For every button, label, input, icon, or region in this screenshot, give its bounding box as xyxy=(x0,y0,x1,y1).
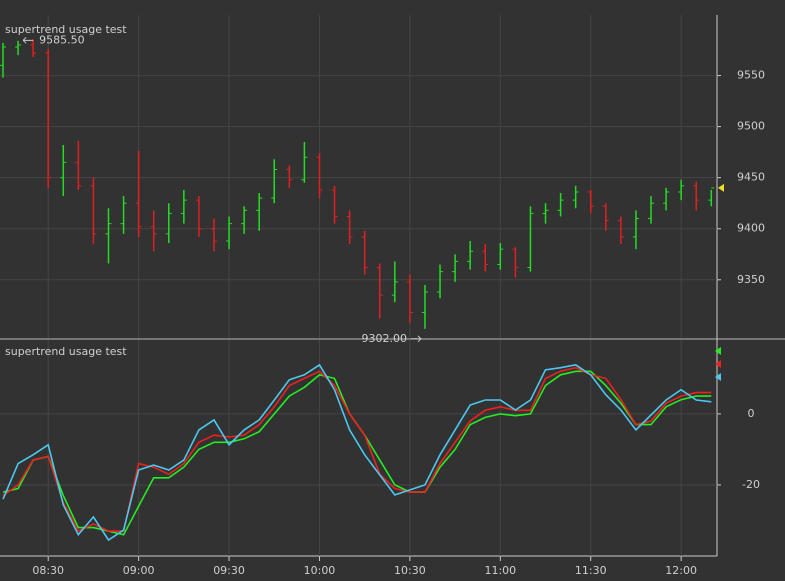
y-tick-label: 9550 xyxy=(737,69,765,82)
annotation-label: 9302.00 xyxy=(361,332,407,345)
x-tick-label: 11:00 xyxy=(484,564,516,577)
y-tick-label: 9350 xyxy=(737,273,765,286)
annotation-arrow xyxy=(410,335,423,343)
x-tick-label: 11:30 xyxy=(575,564,607,577)
annotation-label: 9585.50 xyxy=(39,33,85,46)
y-tick-label: 9400 xyxy=(737,222,765,235)
mark-layer xyxy=(0,39,715,542)
grid-layer xyxy=(0,15,717,556)
x-tick-label: 08:30 xyxy=(32,564,64,577)
x-tick-label: 09:00 xyxy=(123,564,155,577)
annotation-arrow xyxy=(22,36,34,44)
series-marker xyxy=(715,373,721,381)
x-tick-label: 12:00 xyxy=(665,564,697,577)
y-tick-label: 9500 xyxy=(737,120,765,133)
pane-title: supertrend usage test xyxy=(5,345,127,358)
last-price-marker xyxy=(718,183,724,192)
pane-title: supertrend usage test xyxy=(5,23,127,36)
x-tick-label: 09:30 xyxy=(213,564,245,577)
y-tick-label: 9450 xyxy=(737,171,765,184)
x-tick-label: 10:00 xyxy=(304,564,336,577)
series-marker xyxy=(715,347,721,355)
x-tick-label: 10:30 xyxy=(394,564,426,577)
y-tick-label: 0 xyxy=(748,407,755,420)
y-tick-label: -20 xyxy=(742,478,760,491)
series-marker xyxy=(715,360,721,368)
series-line xyxy=(2,363,712,542)
